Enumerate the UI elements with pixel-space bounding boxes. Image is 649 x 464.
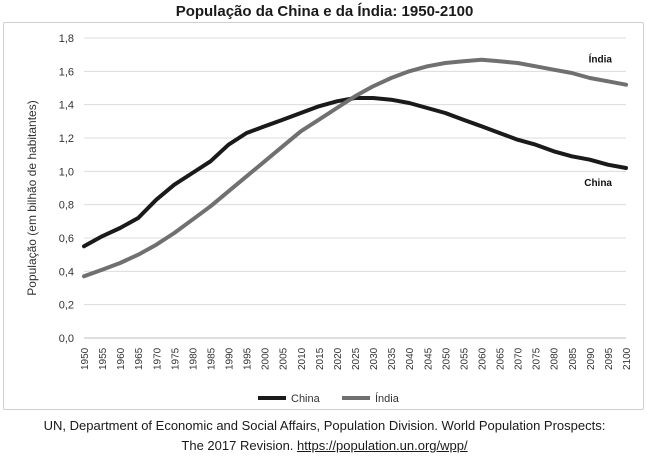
source-caption: UN, Department of Economic and Social Af…: [0, 416, 649, 456]
x-tick-label: 2020: [333, 347, 344, 370]
legend-label: China: [291, 393, 321, 405]
y-tick-label: 1,4: [59, 100, 74, 112]
x-tick-label: 2060: [477, 347, 488, 370]
x-tick-label: 2095: [604, 347, 615, 370]
x-tick-label: 2050: [441, 347, 452, 370]
y-axis-label: População (em bilhão de habitantes): [25, 100, 39, 295]
x-tick-label: 1970: [152, 347, 163, 370]
x-tick-label: 2055: [459, 347, 470, 370]
x-tick-label: 1985: [206, 347, 217, 370]
x-tick-label: 2035: [387, 347, 398, 370]
x-tick-label: 2080: [550, 347, 561, 370]
source-link[interactable]: https://population.un.org/wpp/: [297, 438, 468, 453]
x-tick-label: 1965: [134, 347, 145, 370]
chart-frame: [3, 22, 644, 410]
y-tick-label: 1,2: [59, 133, 74, 145]
caption-line-1: UN, Department of Economic and Social Af…: [43, 418, 606, 433]
y-tick-label: 0,2: [59, 300, 74, 312]
x-tick-label: 2040: [405, 347, 416, 370]
x-tick-label: 1955: [98, 347, 109, 370]
x-tick-label: 1995: [243, 347, 254, 370]
y-tick-label: 0,4: [59, 266, 74, 278]
chart-title: População da China e da Índia: 1950-2100: [175, 3, 474, 20]
x-tick-label: 2025: [351, 347, 362, 370]
y-tick-label: 1,6: [59, 66, 74, 78]
x-tick-label: 2065: [496, 347, 507, 370]
y-tick-label: 1,8: [59, 33, 74, 45]
y-tick-label: 0,6: [59, 233, 74, 245]
x-tick-label: 1975: [170, 347, 181, 370]
series-line-china: [82, 96, 628, 249]
x-tick-label: 2015: [315, 347, 326, 370]
x-tick-label: 2070: [514, 347, 525, 370]
legend-label: Índia: [375, 392, 400, 405]
y-tick-label: 0,0: [59, 333, 74, 345]
x-tick-label: 2000: [261, 347, 272, 370]
x-tick-label: 1950: [80, 347, 91, 370]
x-tick-label: 1960: [116, 347, 127, 370]
x-tick-label: 2030: [369, 347, 380, 370]
x-tick-label: 2085: [568, 347, 579, 370]
x-tick-label: 2100: [622, 347, 633, 370]
caption-line-2: The 2017 Revision. https://population.un…: [0, 436, 649, 456]
x-tick-label: 2075: [532, 347, 543, 370]
series-label: China: [584, 178, 612, 189]
y-tick-label: 0,8: [59, 200, 74, 212]
series-line-ndia: [82, 57, 628, 279]
x-tick-label: 1990: [225, 347, 236, 370]
x-tick-label: 1980: [188, 347, 199, 370]
x-tick-label: 2010: [297, 347, 308, 370]
caption-text: The 2017 Revision.: [181, 438, 298, 453]
x-tick-label: 2090: [586, 347, 597, 370]
x-tick-label: 2045: [423, 347, 434, 370]
x-tick-label: 2005: [279, 347, 290, 370]
series-label: Índia: [589, 53, 613, 66]
y-tick-label: 1,0: [59, 166, 74, 178]
